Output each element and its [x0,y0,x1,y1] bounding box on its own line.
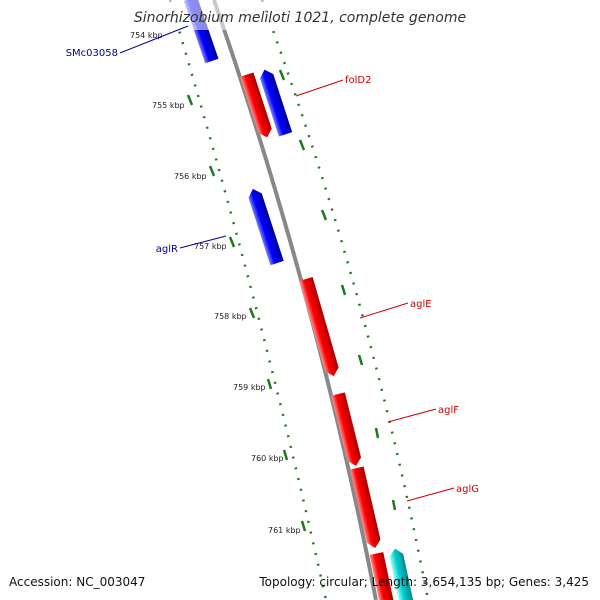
outer-major-ticks [280,70,395,510]
gene-aglf[interactable] [331,392,362,467]
gene-arrow [388,547,414,600]
tick-label: 755 kbp [152,101,185,110]
gene-arrow [299,277,340,378]
tick-label: 756 kbp [174,172,207,181]
gene-label-fold2[interactable]: folD2 [345,75,371,86]
leader-aglf [388,409,436,422]
gene-label-aglr[interactable]: aglR [156,244,178,255]
label-leaders [120,26,454,501]
tick-label: 758 kbp [214,312,247,321]
tick-label: 759 kbp [233,383,266,392]
gene-aglg[interactable] [350,466,382,549]
gene-arrow [350,466,382,549]
tick-label: 761 kbp [268,526,301,535]
gene-label-aglg[interactable]: aglG [456,484,479,495]
gene-arrow [331,392,362,467]
summary-text: Topology: circular; Length: 3,654,135 bp… [258,575,589,589]
leader-agle [360,303,408,318]
gene-label-agle[interactable]: aglE [410,299,432,310]
leader-aglg [407,488,454,501]
leader-fold2 [296,80,343,96]
map-title: Sinorhizobium meliloti 1021, complete ge… [134,10,466,26]
accession-text: Accession: NC_003047 [9,575,145,589]
backbone-line [214,0,376,600]
gene-label-smc03058[interactable]: SMc03058 [66,48,118,59]
gene-agle[interactable] [299,277,340,378]
tick-label: 760 kbp [251,454,284,463]
gene-label-aglf[interactable]: aglF [438,405,459,416]
tick-label: 754 kbp [130,31,163,40]
gene-next-cyan[interactable] [388,547,414,600]
outer-ring [262,0,428,600]
